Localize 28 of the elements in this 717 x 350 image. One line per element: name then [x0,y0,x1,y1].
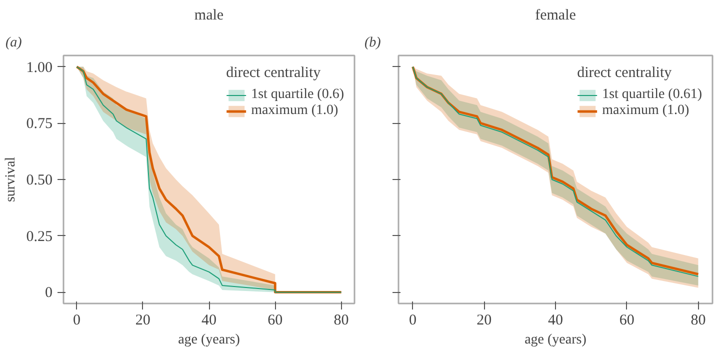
y-tick-label: 0.25 [26,228,52,245]
x-tick-label: 80 [690,312,706,328]
x-tick-label: 80 [334,312,349,328]
legend-title: direct centrality [577,65,673,82]
x-tick-label: 40 [202,312,216,328]
x-tick-label: 40 [548,312,563,328]
x-axis-title: age (years) [178,332,240,348]
legend-label: maximum (1.0) [602,103,690,119]
x-tick-label: 20 [135,312,150,328]
y-tick-label: 1.00 [26,60,52,76]
text: (b) [364,36,382,50]
y-tick-label: 0.75 [26,116,52,132]
legend-title: direct centrality [226,65,322,82]
y-tick-label: 0.50 [26,172,52,188]
legend-label: 1st quartile (0.6) [251,87,344,103]
x-axis-title: age (years) [524,332,587,348]
chart-title: female [535,8,576,24]
legend-label: 1st quartile (0.61) [602,87,702,103]
y-tick-label: 0 [45,285,52,302]
x-tick-label: 20 [476,312,492,328]
x-tick-label: 0 [72,312,80,328]
legend-label: maximum (1.0) [251,103,338,119]
text: (a) [6,36,22,50]
y-axis-title: survival [3,156,18,202]
x-tick-label: 60 [268,312,283,328]
x-tick-label: 60 [619,312,634,328]
x-tick-label: 0 [409,312,417,328]
chart-title: male [194,8,224,24]
